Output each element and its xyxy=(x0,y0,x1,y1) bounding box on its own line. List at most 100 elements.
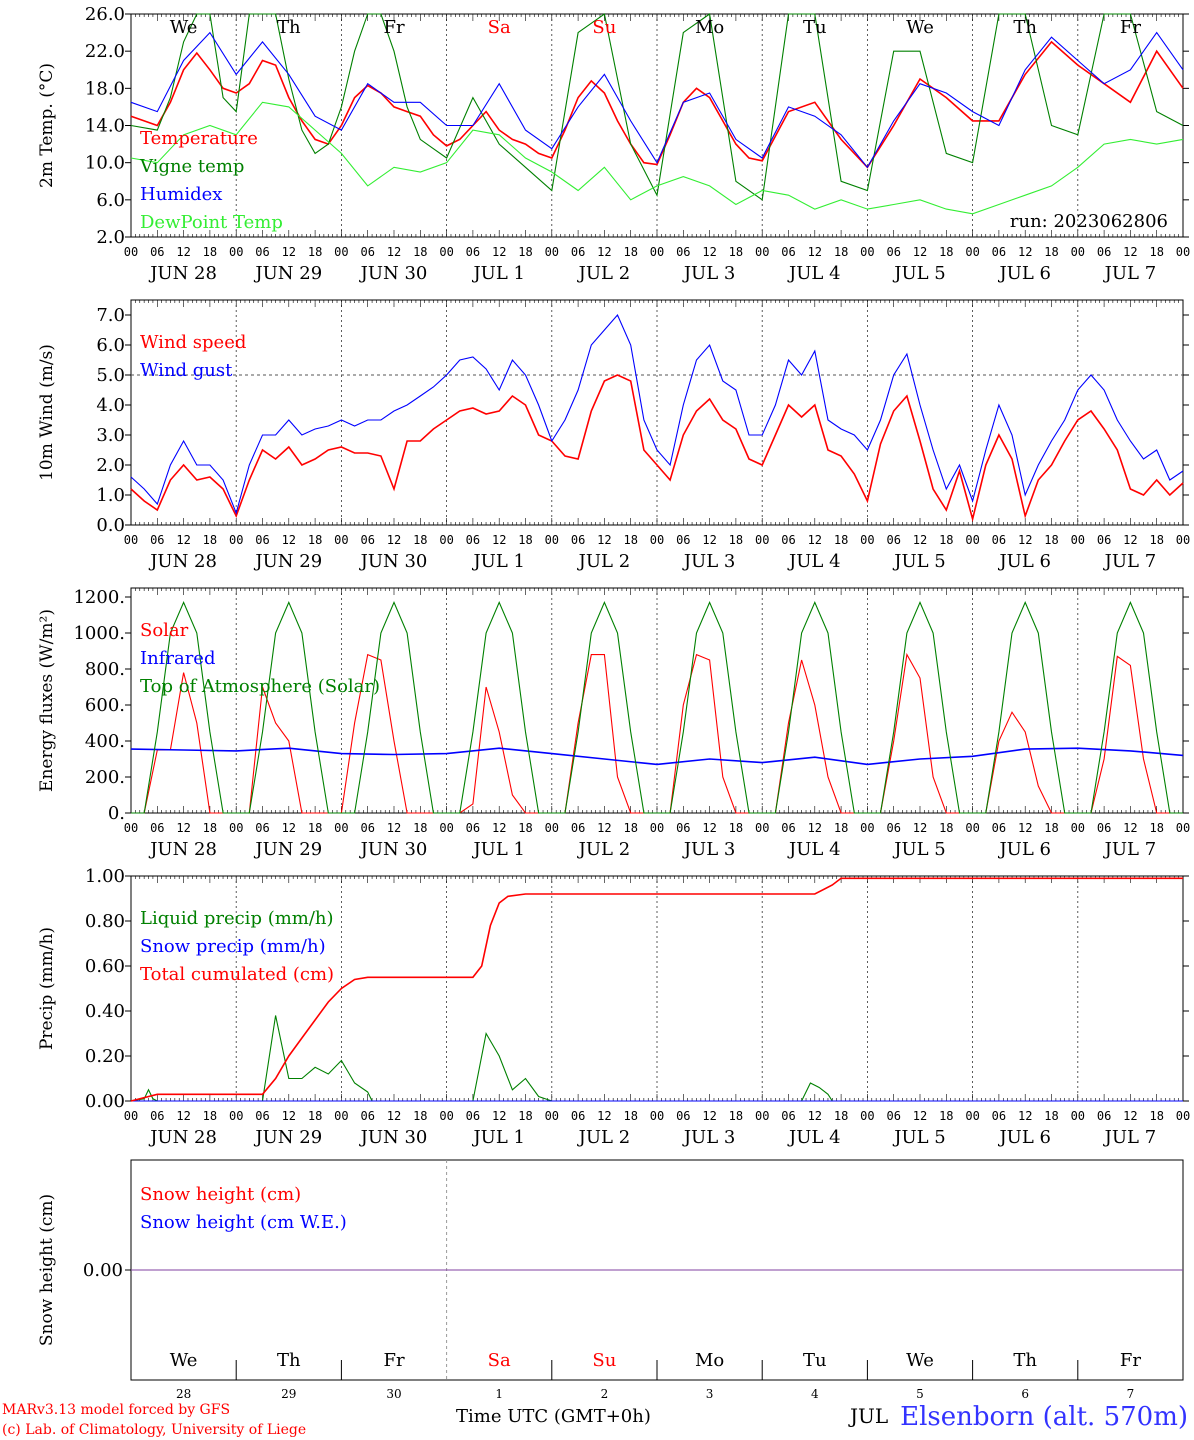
hour-tick-label: 00 xyxy=(860,1109,874,1123)
hour-tick-label: 12 xyxy=(176,1109,190,1123)
hour-tick-label: 06 xyxy=(150,245,164,259)
hour-tick-label: 12 xyxy=(808,533,822,547)
date-label: JUL 4 xyxy=(787,551,841,572)
hour-tick-label: 12 xyxy=(1018,533,1032,547)
hour-tick-label: 00 xyxy=(334,1109,348,1123)
hour-tick-label: 00 xyxy=(1176,821,1190,835)
time-axis-label: Time UTC (GMT+0h) xyxy=(456,1406,651,1427)
station-label: Elsenborn (alt. 570m) xyxy=(900,1402,1188,1432)
date-label: JUL 5 xyxy=(892,839,946,860)
hour-tick-label: 00 xyxy=(1071,1109,1085,1123)
date-label: JUL 6 xyxy=(997,551,1051,572)
hour-tick-label: 06 xyxy=(676,1109,690,1123)
hour-tick-label: 06 xyxy=(1097,533,1111,547)
date-label: JUL 3 xyxy=(682,1127,736,1148)
y-tick-label: 800. xyxy=(85,659,125,680)
day-name-label: Sa xyxy=(488,17,511,38)
hour-tick-label: 06 xyxy=(886,533,900,547)
hour-tick-label: 00 xyxy=(860,533,874,547)
series-line xyxy=(130,40,1184,169)
series-line xyxy=(130,747,1184,766)
day-number-label: 28 xyxy=(176,1387,191,1401)
series-line xyxy=(130,101,1184,215)
hour-tick-label: 06 xyxy=(466,821,480,835)
date-label: JUL 3 xyxy=(682,551,736,572)
hour-tick-label: 00 xyxy=(965,821,979,835)
y-tick-label: 0.40 xyxy=(85,1001,125,1022)
series-line xyxy=(130,31,1184,169)
date-label: JUN 30 xyxy=(359,263,428,284)
hour-tick-label: 12 xyxy=(702,245,716,259)
hour-tick-label: 18 xyxy=(834,533,848,547)
day-name-label: Su xyxy=(592,1350,616,1371)
hour-tick-label: 00 xyxy=(1176,533,1190,547)
hour-tick-label: 00 xyxy=(545,245,559,259)
date-label: JUN 28 xyxy=(148,839,217,860)
date-label: JUL 6 xyxy=(997,263,1051,284)
hour-tick-label: 18 xyxy=(518,533,532,547)
date-label: JUL 5 xyxy=(892,263,946,284)
date-label: JUL 1 xyxy=(471,839,525,860)
date-label: JUN 28 xyxy=(148,1127,217,1148)
hour-tick-label: 00 xyxy=(650,1109,664,1123)
hour-tick-label: 06 xyxy=(571,245,585,259)
day-name-label: Mo xyxy=(695,17,724,38)
date-label: JUL 2 xyxy=(577,263,631,284)
hour-tick-label: 18 xyxy=(1149,245,1163,259)
model-credit: MARv3.13 model forced by GFS (c) Lab. of… xyxy=(2,1400,306,1440)
hour-tick-label: 06 xyxy=(150,821,164,835)
hour-tick-label: 06 xyxy=(676,821,690,835)
hour-tick-label: 06 xyxy=(466,1109,480,1123)
hour-tick-label: 06 xyxy=(886,1109,900,1123)
hour-tick-label: 00 xyxy=(545,533,559,547)
date-label: JUN 30 xyxy=(359,551,428,572)
hour-tick-label: 18 xyxy=(1044,245,1058,259)
y-tick-label: 0.60 xyxy=(85,956,125,977)
legend-label: Solar xyxy=(140,620,189,641)
date-label: JUN 29 xyxy=(253,263,322,284)
hour-tick-label: 06 xyxy=(571,533,585,547)
hour-tick-label: 18 xyxy=(939,533,953,547)
day-number-label: 29 xyxy=(281,1387,296,1401)
date-label: JUL 7 xyxy=(1103,551,1157,572)
legend-label: Snow height (cm W.E.) xyxy=(140,1212,347,1233)
date-label: JUL 7 xyxy=(1103,1127,1157,1148)
date-label: JUL 1 xyxy=(471,1127,525,1148)
legend-label: Infrared xyxy=(140,648,215,669)
hour-tick-label: 06 xyxy=(360,533,374,547)
date-label: JUL 3 xyxy=(682,839,736,860)
hour-tick-label: 12 xyxy=(913,533,927,547)
date-label: JUL 2 xyxy=(577,839,631,860)
hour-tick-label: 18 xyxy=(939,1109,953,1123)
day-number-label: 5 xyxy=(916,1387,924,1401)
y-tick-label: 2.0 xyxy=(96,455,125,476)
y-tick-label: 0.20 xyxy=(85,1046,125,1067)
day-number-label: 1 xyxy=(495,1387,503,1401)
hour-tick-label: 00 xyxy=(1071,533,1085,547)
hour-tick-label: 06 xyxy=(992,245,1006,259)
hour-tick-label: 12 xyxy=(282,1109,296,1123)
day-name-label: Mo xyxy=(695,1350,724,1371)
legend-label: Snow height (cm) xyxy=(140,1184,301,1205)
hour-tick-label: 06 xyxy=(150,1109,164,1123)
y-tick-label: 0.0 xyxy=(96,515,125,536)
hour-tick-label: 06 xyxy=(255,821,269,835)
date-label: JUL 2 xyxy=(577,551,631,572)
hour-tick-label: 06 xyxy=(571,821,585,835)
hour-tick-label: 12 xyxy=(492,1109,506,1123)
hour-tick-label: 12 xyxy=(913,821,927,835)
hour-tick-label: 06 xyxy=(150,533,164,547)
hour-tick-label: 00 xyxy=(1176,245,1190,259)
y-tick-label: 6.0 xyxy=(96,190,125,211)
hour-tick-label: 00 xyxy=(755,533,769,547)
hour-tick-label: 12 xyxy=(492,533,506,547)
y-tick-label: 0. xyxy=(108,803,125,824)
y-tick-label: 1200. xyxy=(73,587,125,608)
date-label: JUL 1 xyxy=(471,263,525,284)
hour-tick-label: 12 xyxy=(387,245,401,259)
date-label: JUL 4 xyxy=(787,839,841,860)
hour-tick-label: 12 xyxy=(176,245,190,259)
day-name-label: We xyxy=(170,17,198,38)
hour-tick-label: 00 xyxy=(755,1109,769,1123)
